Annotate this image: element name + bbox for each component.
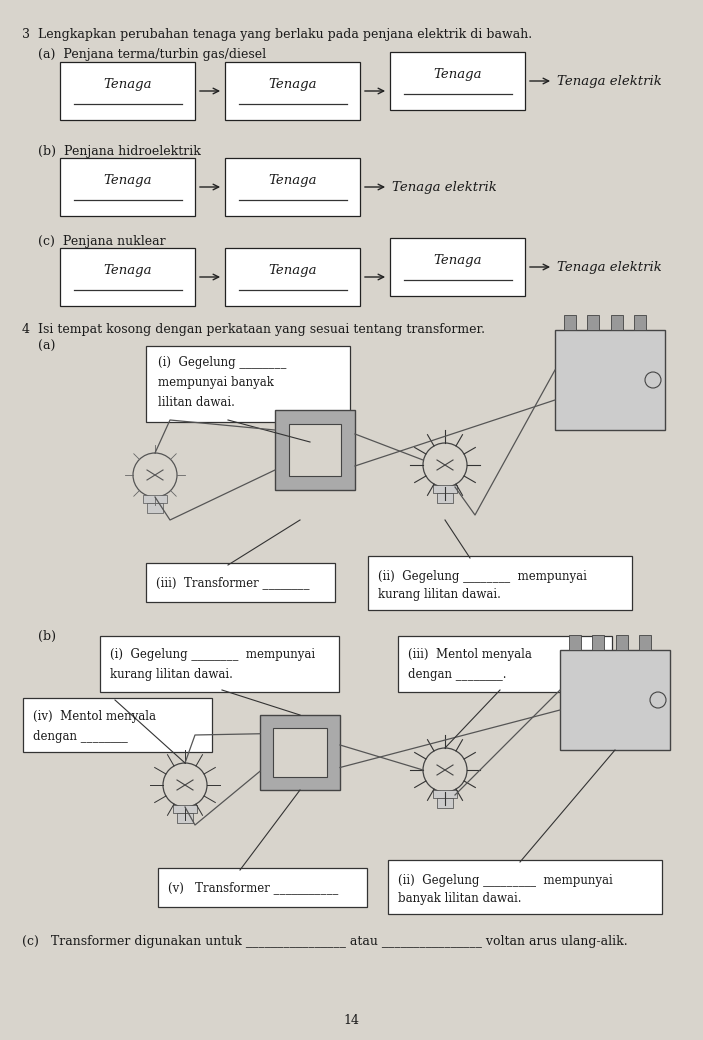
Text: (c)   Transformer digunakan untuk ________________ atau ________________ voltan : (c) Transformer digunakan untuk ________… [22, 935, 628, 948]
Text: mempunyai banyak: mempunyai banyak [158, 376, 274, 389]
Text: (a)  Penjana terma/turbin gas/diesel: (a) Penjana terma/turbin gas/diesel [38, 48, 266, 61]
Text: (i)  Gegelung ________: (i) Gegelung ________ [158, 356, 286, 369]
Text: 14: 14 [343, 1014, 359, 1026]
Text: kurang lilitan dawai.: kurang lilitan dawai. [110, 668, 233, 681]
Text: kurang lilitan dawai.: kurang lilitan dawai. [378, 588, 501, 601]
Text: Tenaga: Tenaga [103, 263, 152, 277]
Text: Tenaga: Tenaga [269, 78, 317, 90]
Text: Tenaga: Tenaga [269, 263, 317, 277]
Bar [555, 330, 665, 430]
Text: Tenaga elektrik: Tenaga elektrik [557, 75, 662, 87]
Text: (c)  Penjana nuklear: (c) Penjana nuklear [38, 235, 166, 248]
Text: Tenaga elektrik: Tenaga elektrik [557, 260, 662, 274]
FancyBboxPatch shape [23, 698, 212, 752]
Bar [147, 503, 163, 513]
Bar [564, 315, 576, 330]
Bar [433, 790, 457, 798]
Text: dengan ________.: dengan ________. [408, 668, 506, 681]
Bar [273, 728, 327, 777]
Text: Tenaga: Tenaga [433, 68, 482, 80]
Bar [560, 650, 670, 750]
Text: dengan ________: dengan ________ [33, 730, 128, 743]
Bar [225, 62, 360, 120]
Text: (iv)  Mentol menyala: (iv) Mentol menyala [33, 710, 156, 723]
Bar [60, 158, 195, 216]
Text: (b)  Penjana hidroelektrik: (b) Penjana hidroelektrik [38, 145, 201, 158]
Text: 4  Isi tempat kosong dengan perkataan yang sesuai tentang transformer.: 4 Isi tempat kosong dengan perkataan yan… [22, 323, 485, 336]
Bar [639, 635, 651, 650]
Bar [60, 62, 195, 120]
Bar [177, 813, 193, 823]
FancyBboxPatch shape [146, 563, 335, 602]
FancyBboxPatch shape [100, 636, 339, 692]
Text: lilitan dawai.: lilitan dawai. [158, 396, 235, 409]
Bar [569, 635, 581, 650]
Text: (a): (a) [38, 340, 56, 353]
FancyBboxPatch shape [146, 346, 350, 422]
Bar [225, 248, 360, 306]
Bar [611, 315, 623, 330]
Text: Tenaga elektrik: Tenaga elektrik [392, 181, 497, 193]
Bar [592, 635, 604, 650]
Text: (iii)  Mentol menyala: (iii) Mentol menyala [408, 648, 532, 661]
FancyBboxPatch shape [368, 556, 632, 610]
Bar [60, 248, 195, 306]
Bar [143, 495, 167, 503]
Text: Tenaga: Tenaga [103, 174, 152, 186]
FancyBboxPatch shape [388, 860, 662, 914]
Bar [390, 52, 525, 110]
Bar [437, 493, 453, 503]
Bar [289, 424, 341, 476]
Text: 3  Lengkapkan perubahan tenaga yang berlaku pada penjana elektrik di bawah.: 3 Lengkapkan perubahan tenaga yang berla… [22, 28, 532, 41]
Bar [437, 798, 453, 808]
FancyBboxPatch shape [398, 636, 612, 692]
Text: Tenaga: Tenaga [103, 78, 152, 90]
Bar [173, 805, 197, 813]
Text: (ii)  Gegelung ________  mempunyai: (ii) Gegelung ________ mempunyai [378, 570, 587, 583]
Bar [275, 410, 355, 490]
Bar [634, 315, 646, 330]
Bar [587, 315, 599, 330]
Bar [390, 238, 525, 296]
Text: banyak lilitan dawai.: banyak lilitan dawai. [398, 892, 522, 905]
Text: (b): (b) [38, 630, 56, 643]
Bar [616, 635, 628, 650]
Text: (ii)  Gegelung _________  mempunyai: (ii) Gegelung _________ mempunyai [398, 874, 613, 887]
Text: (i)  Gegelung ________  mempunyai: (i) Gegelung ________ mempunyai [110, 648, 315, 661]
Bar [225, 158, 360, 216]
Text: Tenaga: Tenaga [269, 174, 317, 186]
Text: Tenaga: Tenaga [433, 254, 482, 266]
FancyBboxPatch shape [158, 868, 367, 907]
Text: (v)   Transformer ___________: (v) Transformer ___________ [168, 881, 338, 894]
Text: (iii)  Transformer ________: (iii) Transformer ________ [156, 576, 309, 589]
Bar [260, 716, 340, 790]
Bar [433, 485, 457, 493]
